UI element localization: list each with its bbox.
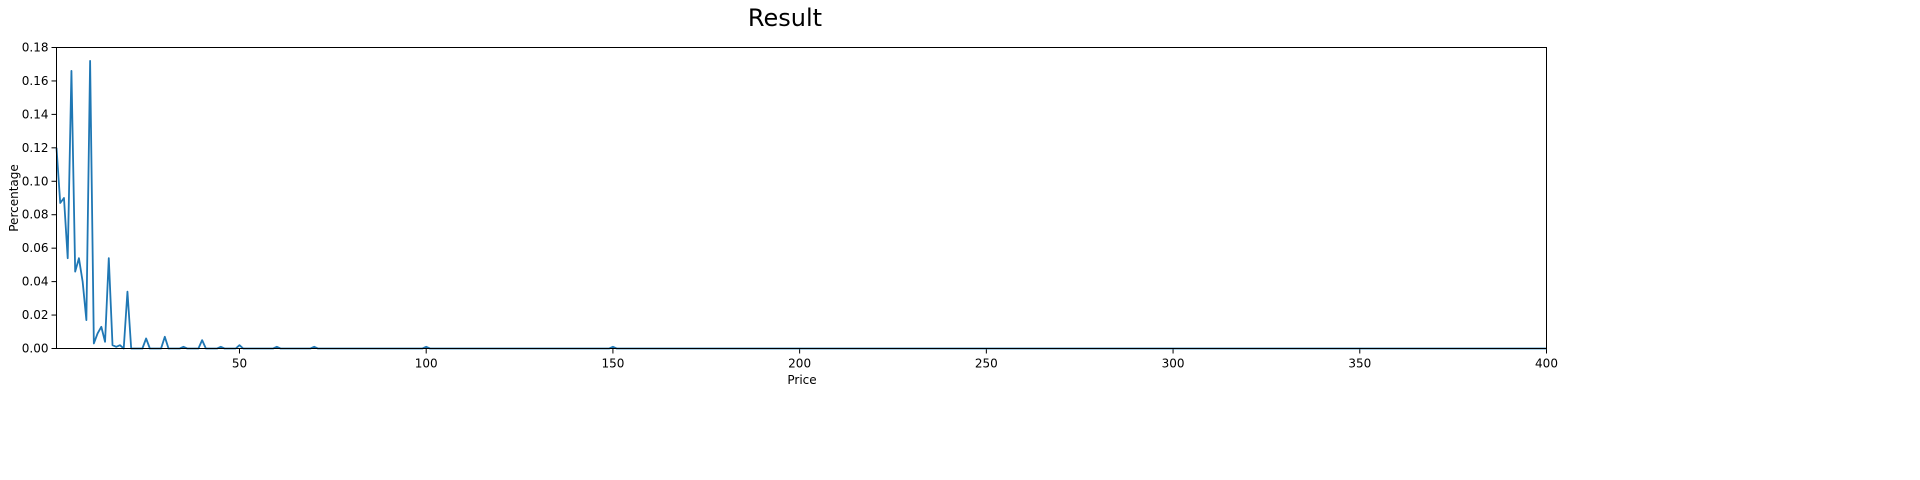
- y-tick-label: 0.10: [22, 174, 49, 188]
- y-tick-label: 0.06: [22, 241, 49, 255]
- x-tick-label: 100: [415, 357, 438, 371]
- chart-title: Result: [748, 4, 822, 32]
- x-tick-label: 50: [232, 357, 247, 371]
- x-tick-label: 300: [1162, 357, 1185, 371]
- x-tick-label: 350: [1348, 357, 1371, 371]
- y-tick-label: 0.18: [22, 41, 49, 55]
- y-tick-label: 0.16: [22, 74, 49, 88]
- plot-frame: [56, 47, 1547, 349]
- x-axis-label: Price: [787, 373, 816, 387]
- plot-lines: [55, 59, 1547, 350]
- y-tick-label: 0.14: [22, 107, 49, 121]
- y-tick-label: 0.00: [22, 342, 49, 356]
- y-tick-label: 0.02: [22, 308, 49, 322]
- x-tick-label: 250: [975, 357, 998, 371]
- y-tick-label: 0.08: [22, 208, 49, 222]
- x-tick-label: 400: [1535, 357, 1558, 371]
- y-tick-label: 0.12: [22, 141, 49, 155]
- y-axis-label: Percentage: [7, 164, 21, 232]
- x-tick-label: 150: [601, 357, 624, 371]
- series-line: [55, 59, 1547, 350]
- y-tick-label: 0.04: [22, 275, 49, 289]
- x-tick-label: 200: [788, 357, 811, 371]
- y-axis-ticks: 0.00 0.02 0.04 0.06 0.08 0.10 0.12 0.14 0.16 0.18: [22, 41, 57, 356]
- x-axis-ticks: 50 100 150 200 250 300 350 400: [232, 348, 1558, 371]
